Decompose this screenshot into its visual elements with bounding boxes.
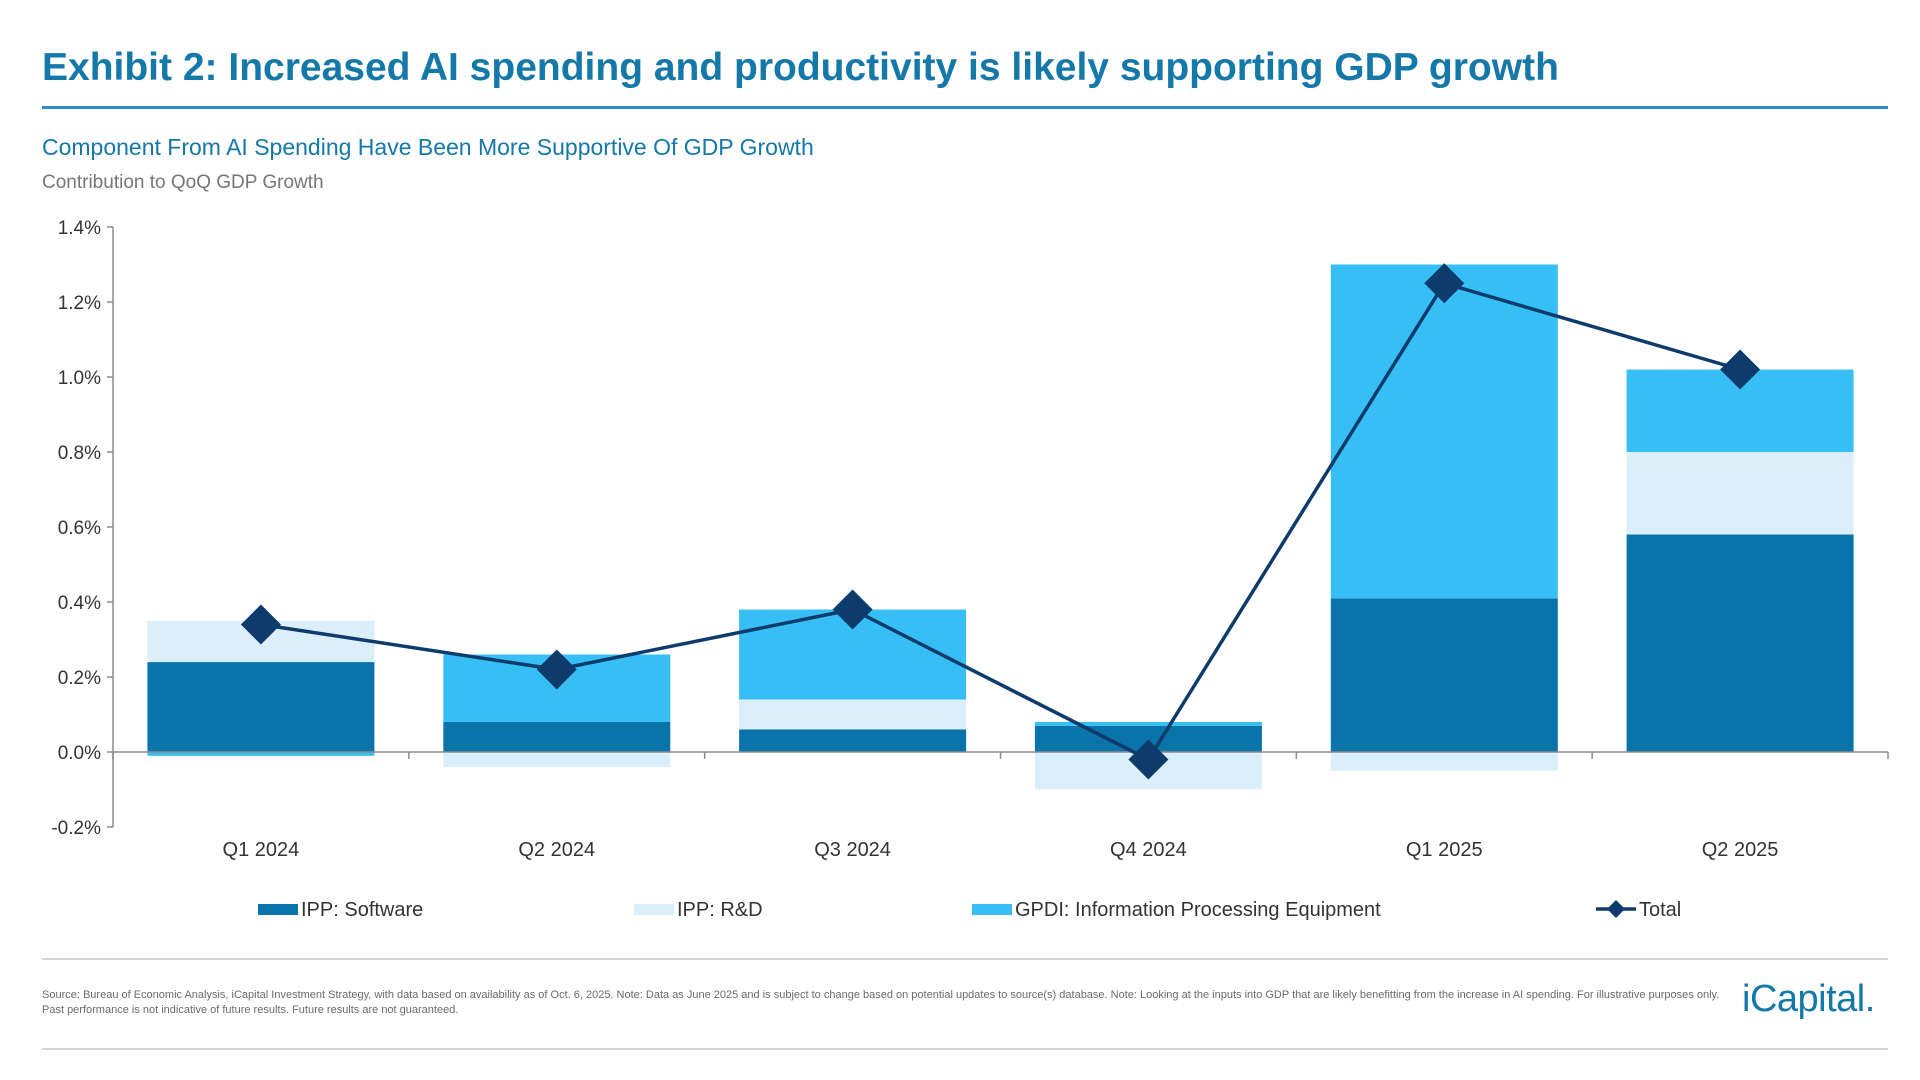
y-axis-units-label: Contribution to QoQ GDP Growth <box>42 172 324 193</box>
x-tick-label: Q2 2024 <box>518 839 595 861</box>
legend-swatch-0 <box>258 904 298 915</box>
total-point-5 <box>1720 349 1761 390</box>
legend-label-2: GPDI: Information Processing Equipment <box>1015 899 1381 921</box>
bars-layer <box>147 264 1854 790</box>
legend-marker-3 <box>1607 900 1625 918</box>
y-tick-label: 1.0% <box>58 368 101 389</box>
y-tick-label: 0.0% <box>58 743 101 764</box>
bar-gpdi-information-processing-equipment-4 <box>1330 264 1558 599</box>
chart: -0.2% 0.0% 0.2% 0.4% 0.6% 0.8% 1.0% 1.2% 1.4% Q1 … <box>51 218 1889 921</box>
total-point-1 <box>536 649 577 690</box>
y-tick-label: 0.6% <box>58 518 101 539</box>
bar-ipp-r-d-4 <box>1330 752 1558 771</box>
y-tick-label: 1.4% <box>58 218 101 239</box>
x-tick-label: Q4 2024 <box>1110 839 1187 861</box>
footer-divider-bottom <box>42 1048 1888 1050</box>
total-point-3 <box>1128 739 1169 780</box>
x-tick-label: Q1 2025 <box>1406 839 1483 861</box>
bar-ipp-r-d-5 <box>1626 452 1854 535</box>
bar-gpdi-information-processing-equipment-3 <box>1034 722 1262 726</box>
y-tick-label: -0.2% <box>51 818 101 839</box>
legend-label-3: Total <box>1639 899 1681 921</box>
exhibit-title: Exhibit 2: Increased AI spending and pro… <box>42 46 1559 89</box>
total-point-2 <box>832 589 873 630</box>
total-point-0 <box>240 604 281 645</box>
y-tick-label: 0.2% <box>58 668 101 689</box>
total-line <box>260 281 1741 762</box>
bar-gpdi-information-processing-equipment-0 <box>147 752 375 756</box>
legend-swatch-2 <box>972 904 1012 915</box>
y-tick-label: 0.4% <box>58 593 101 614</box>
y-tick-label: 1.2% <box>58 293 101 314</box>
x-tick-label: Q2 2025 <box>1702 839 1779 861</box>
total-line-layer <box>240 263 1761 780</box>
footer-divider-top <box>42 958 1888 960</box>
bar-ipp-software-1 <box>443 722 671 752</box>
chart-subtitle: Component From AI Spending Have Been Mor… <box>42 134 814 160</box>
legend-label-0: IPP: Software <box>301 899 423 921</box>
tick-labels-layer: -0.2% 0.0% 0.2% 0.4% 0.6% 0.8% 1.0% 1.2% 1.4% Q1 … <box>51 218 1778 861</box>
x-tick-label: Q3 2024 <box>814 839 891 861</box>
icapital-logo: iCapital. <box>1742 978 1875 1020</box>
bar-ipp-software-4 <box>1330 598 1558 753</box>
bar-ipp-r-d-2 <box>739 699 967 730</box>
axes-layer <box>107 226 1889 828</box>
y-tick-label: 0.8% <box>58 443 101 464</box>
bar-ipp-software-5 <box>1626 534 1854 752</box>
source-note: Source: Bureau of Economic Analysis, iCa… <box>42 989 1720 1016</box>
legend-label-1: IPP: R&D <box>677 899 763 921</box>
bar-ipp-software-0 <box>147 662 375 752</box>
bar-ipp-r-d-1 <box>443 752 671 767</box>
bar-ipp-software-2 <box>739 729 967 752</box>
legend: IPP: Software IPP: R&D GPDI: Information P… <box>258 899 1681 921</box>
legend-swatch-1 <box>634 904 674 915</box>
total-point-4 <box>1424 263 1465 304</box>
title-divider <box>42 106 1888 109</box>
x-tick-label: Q1 2024 <box>223 839 300 861</box>
